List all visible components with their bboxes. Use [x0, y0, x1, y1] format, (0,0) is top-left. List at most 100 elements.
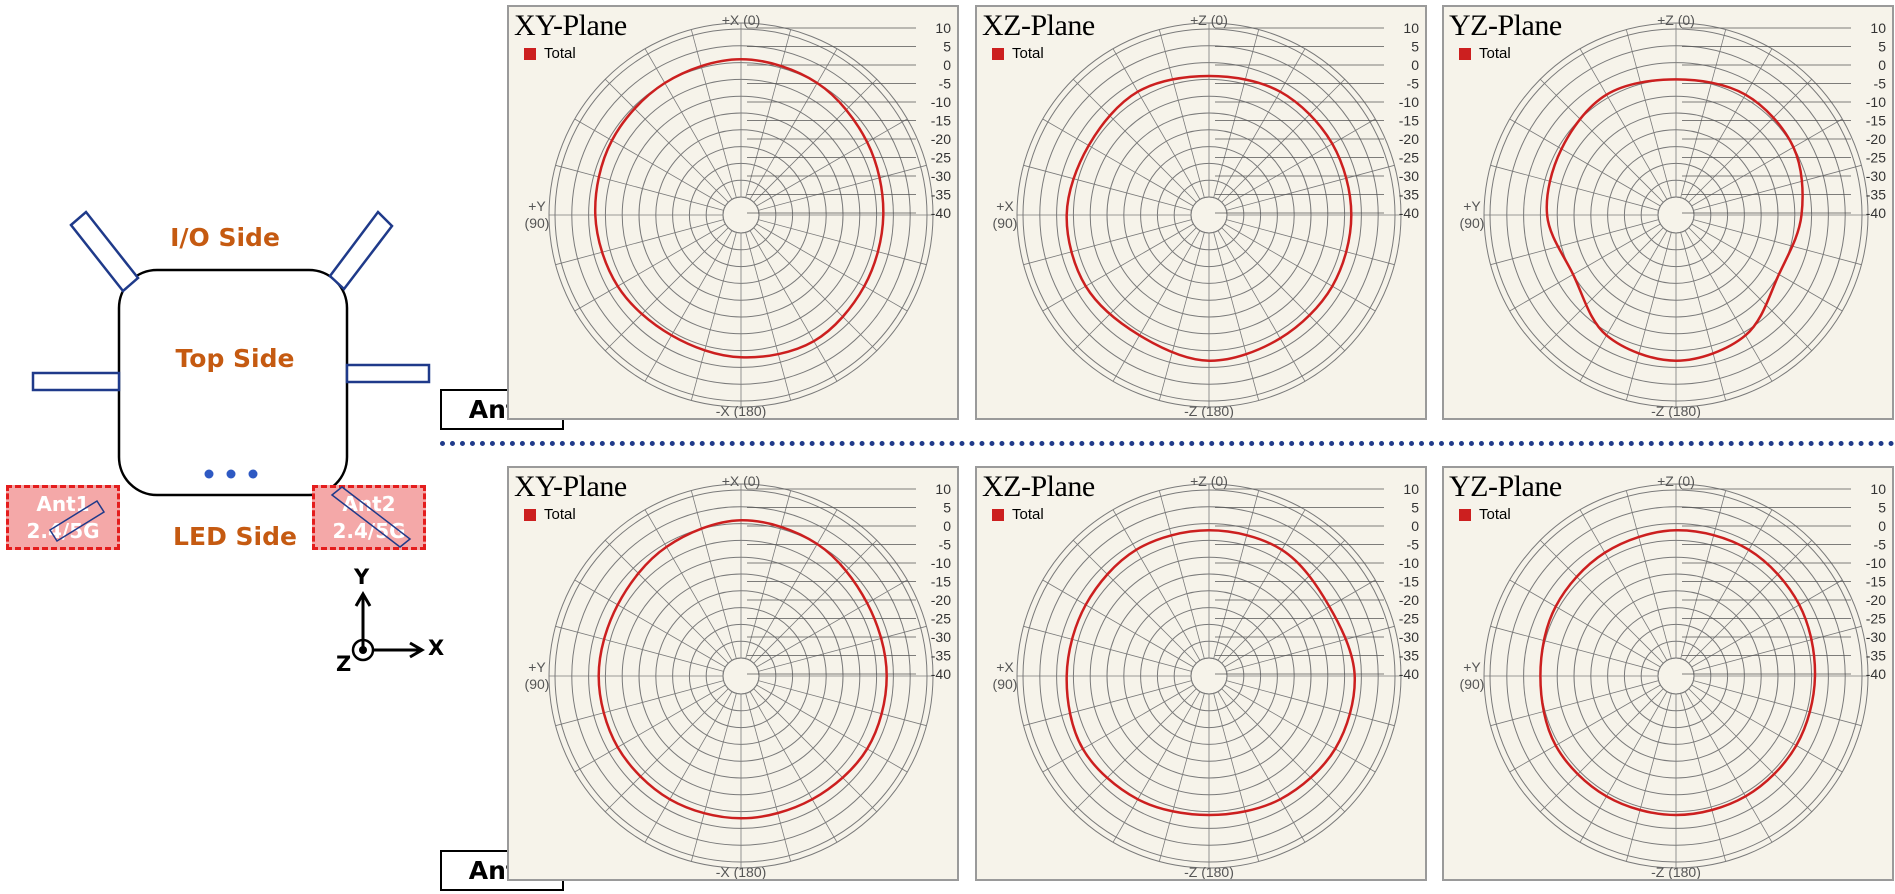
r-tick-label: 10 — [1870, 481, 1886, 497]
grid-spoke — [758, 164, 927, 211]
grid-spoke — [745, 232, 792, 401]
r-tick-label: -30 — [1866, 168, 1886, 184]
r-tick-label: -25 — [1866, 150, 1886, 166]
r-tick-label: -40 — [1866, 205, 1886, 221]
r-tick-label: -40 — [1399, 205, 1419, 221]
grid-spoke — [745, 490, 792, 659]
chart-ant2-xz: 10 5 0 -5 -10 -15 -20 -25 -30 -35 -40 +Z (0) -Z (180… — [975, 466, 1427, 881]
direction-bottom-label: -Z (180) — [1651, 864, 1701, 880]
legend-swatch-icon — [992, 508, 1004, 521]
grid-spoke — [690, 232, 737, 401]
device-outline — [31, 210, 431, 662]
grid-spoke — [756, 684, 908, 773]
inner-ring — [1190, 657, 1228, 695]
grid-spoke — [749, 230, 838, 382]
grid-spoke — [1224, 223, 1376, 312]
legend-label: Total — [1479, 45, 1511, 62]
grid-spoke — [753, 688, 878, 813]
grid-spoke — [1579, 691, 1668, 843]
legend-swatch-icon — [524, 508, 536, 521]
grid-spoke — [1158, 693, 1205, 862]
legend-swatch-icon — [1459, 47, 1471, 60]
axes-icon — [351, 591, 425, 662]
r-tick-label: -35 — [1399, 648, 1419, 664]
grid-spoke — [1226, 219, 1395, 266]
grid-spoke — [1224, 118, 1376, 207]
grid-spoke — [574, 223, 726, 312]
chart-title: XZ-Plane — [982, 9, 1095, 42]
series-total-line — [594, 57, 885, 359]
grid-spoke — [1691, 118, 1843, 207]
direction-top-label: +Z (0) — [1190, 12, 1228, 28]
grid-spoke — [753, 539, 878, 664]
r-tick-label: -35 — [1399, 187, 1419, 203]
grid-spoke — [555, 680, 724, 727]
r-tick-label: -30 — [931, 168, 951, 184]
r-tick-label: -5 — [1407, 537, 1420, 553]
r-tick-label: 0 — [1878, 518, 1886, 534]
direction-bottom-label: -X (180) — [716, 403, 767, 419]
grid-spoke — [1539, 227, 1664, 352]
r-tick-label: -30 — [1866, 629, 1886, 645]
y-axis-label: Y — [354, 565, 370, 589]
legend-label: Total — [1012, 45, 1044, 62]
grid-spoke — [1693, 219, 1862, 266]
r-tick-label: -30 — [931, 629, 951, 645]
grid-spoke — [1213, 232, 1260, 401]
direction-left-label: (90) — [1460, 215, 1485, 231]
ant2-trace-icon — [330, 486, 412, 548]
ant1-marker: Ant1 2.4/5G — [6, 485, 120, 550]
grid-spoke — [1539, 539, 1664, 664]
r-tick-label: -15 — [1866, 574, 1886, 590]
direction-bottom-label: -Z (180) — [1651, 403, 1701, 419]
r-tick-label: -25 — [931, 150, 951, 166]
grid-spoke — [690, 29, 737, 198]
grid-spoke — [644, 48, 733, 200]
grid-spoke — [1539, 78, 1664, 203]
grid-spoke — [753, 227, 878, 352]
grid-spoke — [749, 48, 838, 200]
grid-spoke — [555, 625, 724, 672]
r-tick-label: 5 — [1878, 39, 1886, 55]
antenna-left — [31, 371, 121, 392]
direction-top-label: +X (0) — [722, 12, 761, 28]
r-tick-label: -35 — [1866, 648, 1886, 664]
grid-spoke — [1680, 29, 1727, 198]
grid-spoke — [756, 223, 908, 312]
r-tick-label: -10 — [1866, 555, 1886, 571]
grid-spoke — [690, 693, 737, 862]
grid-spoke — [1023, 219, 1192, 266]
grid-spoke — [1680, 693, 1727, 862]
r-tick-label: -10 — [1866, 94, 1886, 110]
grid-spoke — [1509, 579, 1661, 668]
chart-ant1-yz: 10 5 0 -5 -10 -15 -20 -25 -30 -35 -40 +Z (0) -Z (180… — [1442, 5, 1894, 420]
r-tick-label: -35 — [1866, 187, 1886, 203]
legend-label: Total — [1479, 506, 1511, 523]
grid-spoke — [1221, 227, 1346, 352]
chart-legend: Total — [524, 506, 576, 523]
r-tick-label: -5 — [1407, 76, 1420, 92]
grid-spoke — [1684, 230, 1773, 382]
r-tick-label: -25 — [1866, 611, 1886, 627]
grid-spoke — [758, 680, 927, 727]
direction-left-label: +Y — [528, 659, 546, 675]
grid-spokes — [1017, 23, 1401, 407]
grid-spoke — [1217, 509, 1306, 661]
r-tick-label: -5 — [1874, 537, 1887, 553]
grid-spoke — [1625, 490, 1672, 659]
r-tick-label: 10 — [935, 20, 951, 36]
grid-spoke — [604, 688, 729, 813]
grid-spoke — [1023, 164, 1192, 211]
r-tick-label: 10 — [1403, 20, 1419, 36]
legend-swatch-icon — [524, 47, 536, 60]
grid-spoke — [690, 490, 737, 659]
chart-title: YZ-Plane — [1449, 9, 1562, 42]
grid-spoke — [1042, 223, 1194, 312]
grid-spoke — [1042, 118, 1194, 207]
chart-legend: Total — [524, 45, 576, 62]
grid-spoke — [1691, 223, 1843, 312]
grid-spoke — [574, 118, 726, 207]
r-tick-labels: 10 5 0 -5 -10 -15 -20 -25 -30 -35 -40 — [1682, 20, 1886, 221]
chart-title: XZ-Plane — [982, 470, 1095, 503]
direction-bottom-label: -Z (180) — [1184, 864, 1234, 880]
